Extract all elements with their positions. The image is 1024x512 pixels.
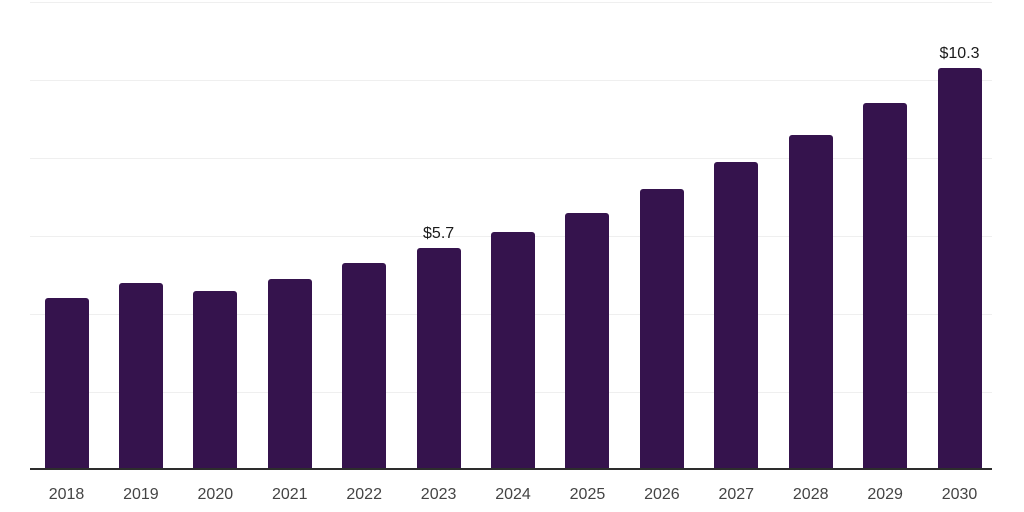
x-tick-label-2024: 2024 — [495, 486, 531, 503]
bar-2023 — [416, 247, 461, 468]
gridline — [30, 158, 992, 159]
bar-2019 — [118, 282, 163, 468]
bar-2022 — [342, 263, 387, 468]
gridline — [30, 2, 992, 3]
x-axis-line — [30, 468, 992, 470]
bar-2025 — [565, 212, 610, 468]
bar-2018 — [44, 298, 89, 468]
bar-2028 — [788, 134, 833, 468]
x-tick-label-2022: 2022 — [346, 486, 382, 503]
x-tick-label-2026: 2026 — [644, 486, 680, 503]
x-tick-label-2018: 2018 — [48, 486, 85, 503]
bar-2021 — [267, 278, 312, 468]
x-tick-label-2021: 2021 — [271, 486, 308, 503]
x-tick-label-2030: 2030 — [941, 486, 978, 503]
x-tick-label-2029: 2029 — [867, 486, 903, 503]
bar-2029 — [863, 103, 908, 468]
data-label-2030: $10.3 — [939, 45, 980, 63]
plot-area: $5.7 $10.3 — [30, 2, 992, 470]
x-tick-label-2023: 2023 — [420, 486, 457, 503]
x-tick-label-2020: 2020 — [197, 486, 234, 503]
x-tick-label-2028: 2028 — [792, 486, 829, 503]
bar-2020 — [193, 290, 238, 468]
x-tick-label-2027: 2027 — [718, 486, 755, 503]
x-tick-label-2019: 2019 — [123, 486, 159, 503]
x-tick-label-2025: 2025 — [569, 486, 606, 503]
data-label-2023: $5.7 — [423, 224, 455, 242]
bar-2024 — [491, 232, 536, 468]
bar-2026 — [639, 189, 684, 468]
gridline — [30, 80, 992, 81]
bar-2030 — [937, 68, 982, 468]
bar-2027 — [714, 161, 759, 468]
